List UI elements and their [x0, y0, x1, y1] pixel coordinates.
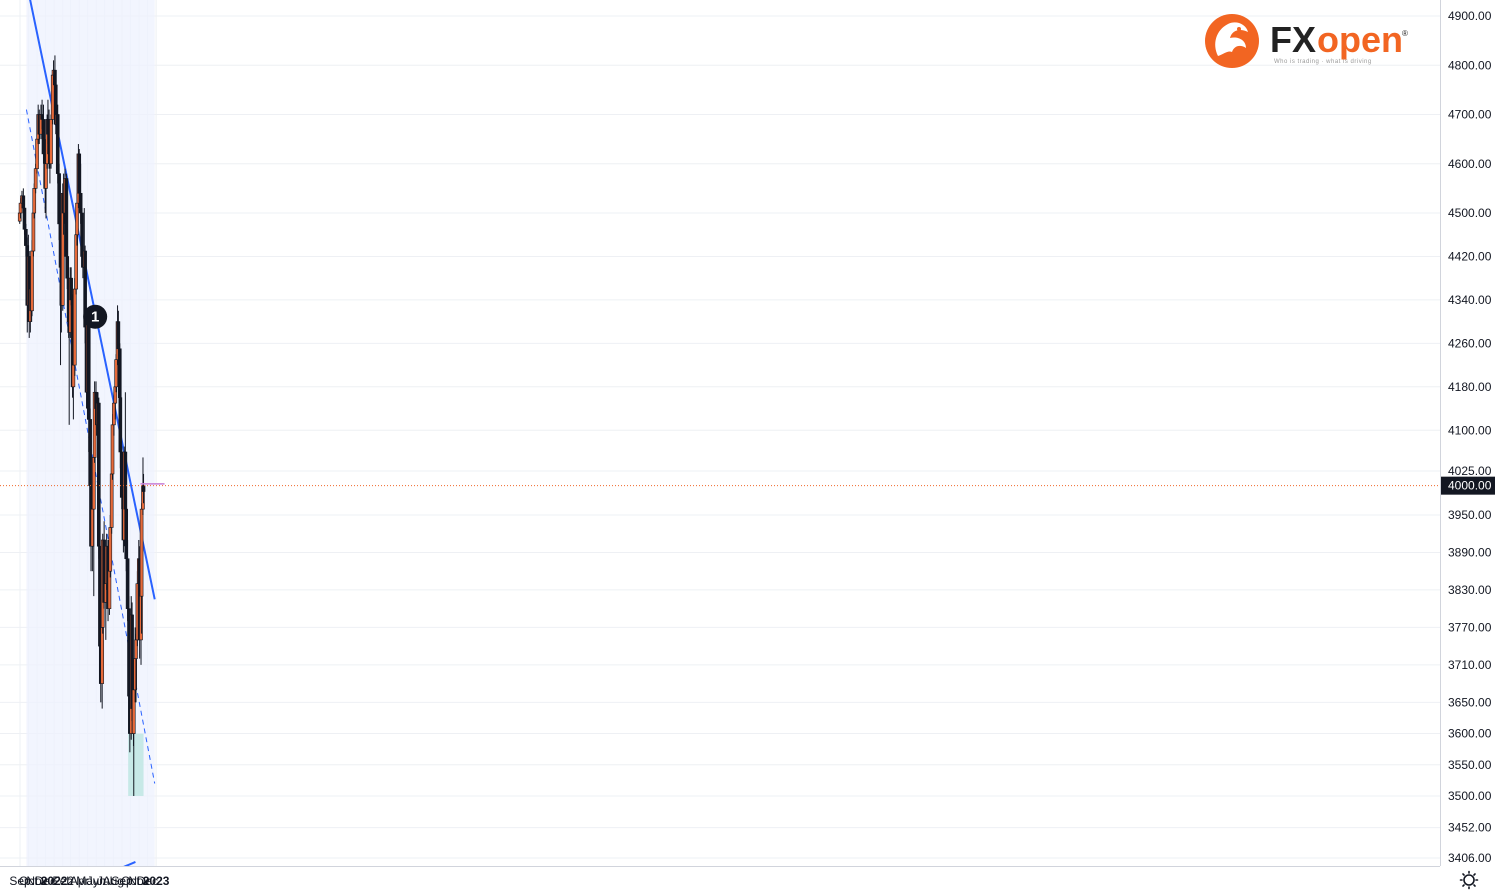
time-tick-label: May — [76, 874, 99, 888]
price-tick-label: 4180.00 — [1448, 380, 1492, 394]
time-tick-label: Jul — [97, 874, 112, 888]
time-tick-label: Apr — [70, 874, 89, 888]
candle-body-down — [86, 321, 91, 420]
candle-body-up — [30, 250, 34, 312]
price-tick-label: 4420.00 — [1448, 249, 1492, 263]
time-tick-label: Aug — [103, 874, 124, 888]
price-tick-label: 4800.00 — [1448, 58, 1492, 72]
time-axis[interactable]: SepOctNovDec2022Feb2AprMayJunJulAugSepOc… — [0, 866, 1440, 896]
marker-circle — [83, 304, 108, 329]
price-tick-label: 3500.00 — [1448, 789, 1492, 803]
time-tick-label: Dec — [35, 874, 56, 888]
candle-body-down — [97, 402, 101, 547]
overlays: 1 — [0, 304, 1440, 487]
time-tick-label: Feb — [52, 874, 73, 888]
candles — [17, 55, 146, 796]
time-tick-label: Dec — [137, 874, 158, 888]
price-tick-label: 3650.00 — [1448, 695, 1492, 709]
brand-registered: ® — [1402, 29, 1408, 38]
candle-body-up — [100, 627, 104, 684]
price-tick-label: 3710.00 — [1448, 658, 1492, 672]
current-price-tag: 4000.00 — [1441, 476, 1495, 495]
price-tick-label: 3890.00 — [1448, 545, 1492, 559]
brand-tagline: Who is trading · what is driving — [1274, 59, 1372, 65]
time-tick-label: Jun — [87, 874, 106, 888]
current-price-tag-bg — [1441, 476, 1495, 495]
price-tick-label: 4260.00 — [1448, 336, 1492, 350]
time-tick-label: Oct — [19, 874, 38, 888]
price-tick-label: 3950.00 — [1448, 508, 1492, 522]
time-tick-label: 2022 — [41, 874, 68, 888]
fxopen-logo: FX open ® Who is trading · what is drivi… — [1205, 14, 1408, 68]
price-tick-label: 3550.00 — [1448, 758, 1492, 772]
price-tick-label: 3406.00 — [1448, 851, 1492, 865]
time-tick-label: 2 — [67, 874, 74, 888]
time-tick-label: Nov — [128, 874, 149, 888]
marker-1: 1 — [83, 304, 108, 329]
candle-body-up — [49, 119, 53, 165]
candle-body-up — [91, 457, 96, 510]
price-tick-label: 4600.00 — [1448, 157, 1492, 171]
time-tick-label: Sep — [111, 874, 133, 888]
candle-body-up — [139, 508, 144, 597]
price-tick-label: 4025.00 — [1448, 464, 1492, 478]
price-tick-label: 3452.00 — [1448, 821, 1492, 835]
current-price-tag-label: 4000.00 — [1448, 479, 1492, 493]
grid — [0, 0, 1440, 866]
time-tick-label: Sep — [9, 874, 31, 888]
candle-body-up — [31, 212, 36, 252]
time-tick-label: Nov — [26, 874, 47, 888]
price-tick-label: 4340.00 — [1448, 293, 1492, 307]
candle-body-up — [108, 527, 113, 572]
time-tick-label: Oct — [121, 874, 140, 888]
support-zone — [128, 733, 144, 796]
candle — [141, 473, 146, 504]
price-tick-label: 4500.00 — [1448, 206, 1492, 220]
brand-fx: FX — [1270, 19, 1316, 60]
marker-label: 1 — [91, 309, 99, 326]
candle-body-down — [41, 119, 46, 155]
candle-body-up — [72, 288, 77, 366]
gear-icon[interactable] — [1459, 870, 1479, 890]
price-tick-label: 4900.00 — [1448, 9, 1492, 23]
price-tick-label: 3830.00 — [1448, 583, 1492, 597]
time-axis-bg — [0, 866, 1440, 896]
price-tick-label: 3770.00 — [1448, 620, 1492, 634]
dragon-logo-icon — [1205, 14, 1259, 68]
candle-body-down — [118, 397, 123, 453]
candle-body-down — [141, 485, 146, 492]
time-tick-label: 2023 — [143, 874, 170, 888]
channel-upper-line — [29, 0, 156, 600]
price-axis-bg — [1440, 0, 1496, 896]
price-tick-label: 3600.00 — [1448, 727, 1492, 741]
price-axis[interactable]: 4900.00 4800.00 4700.00 4600.00 4500.00 4420.… — [1440, 0, 1496, 896]
candle-body-up — [109, 473, 114, 528]
price-tick-label: 4100.00 — [1448, 423, 1492, 437]
candle — [49, 114, 53, 169]
brand-open: open — [1317, 19, 1403, 60]
support-zone-rect — [128, 733, 144, 796]
price-tick-label: 4700.00 — [1448, 108, 1492, 122]
